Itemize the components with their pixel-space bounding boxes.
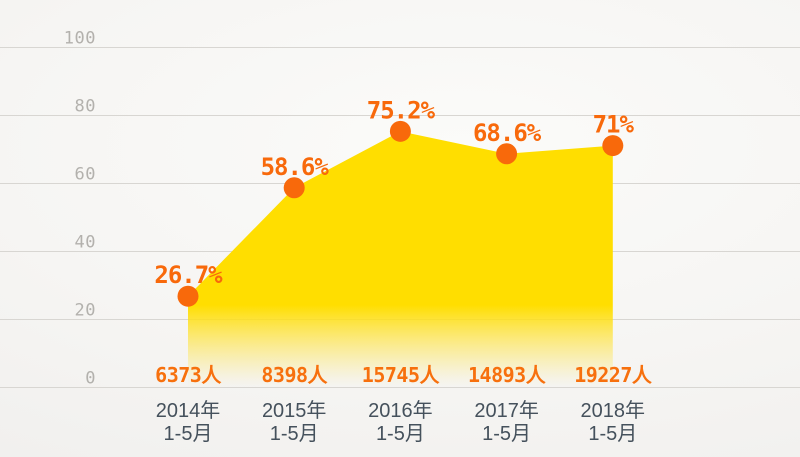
- category-label-2014-line2: 1-5月: [164, 423, 213, 445]
- y-tick-label-20: 20: [75, 301, 96, 321]
- category-label-2016-line2: 1-5月: [376, 423, 425, 445]
- percent-label-2015: 58.6%: [261, 153, 330, 181]
- data-point-2016: [389, 120, 411, 142]
- category-label-2014-line1: 2014年: [156, 399, 221, 422]
- y-axis-tick-labels: 100 80 60 40 20 0: [64, 29, 96, 389]
- count-label-2017: 14893人: [468, 363, 547, 387]
- category-label-2017-line2: 1-5月: [482, 423, 531, 445]
- percent-label-2018: 71%: [593, 111, 635, 139]
- category-label-2016-line1: 2016年: [368, 399, 433, 422]
- category-label-2015-line1: 2015年: [262, 399, 327, 422]
- count-data-labels: 6373人 8398人 15745人 14893人 19227人: [155, 363, 653, 387]
- data-point-2015: [283, 177, 305, 199]
- x-axis-category-labels: 2014年1-5月2015年1-5月2016年1-5月2017年1-5月2018…: [156, 399, 645, 445]
- y-tick-label-60: 60: [75, 165, 96, 185]
- data-point-2014: [177, 285, 199, 307]
- y-tick-label-40: 40: [75, 233, 96, 253]
- data-point-2017: [496, 143, 518, 165]
- area-series-fill: [188, 131, 613, 387]
- percent-label-2017: 68.6%: [473, 119, 542, 147]
- percent-data-labels: 26.7% 58.6% 75.2% 68.6% 71%: [154, 96, 635, 289]
- y-tick-label-100: 100: [64, 29, 96, 49]
- count-label-2016: 15745人: [362, 363, 441, 387]
- percent-label-2016: 75.2%: [367, 96, 436, 124]
- y-tick-label-80: 80: [75, 97, 96, 117]
- category-label-2015-line2: 1-5月: [270, 423, 319, 445]
- category-label-2017-line1: 2017年: [474, 399, 539, 422]
- category-label-2018-line2: 1-5月: [588, 423, 637, 445]
- category-label-2018-line1: 2018年: [581, 399, 646, 422]
- data-point-2018: [602, 135, 624, 157]
- count-label-2018: 19227人: [574, 363, 653, 387]
- percent-label-2014: 26.7%: [154, 261, 223, 289]
- data-point-markers: [177, 120, 624, 307]
- count-label-2014: 6373人: [155, 363, 222, 387]
- y-tick-label-0: 0: [85, 369, 96, 389]
- count-label-2015: 8398人: [261, 363, 328, 387]
